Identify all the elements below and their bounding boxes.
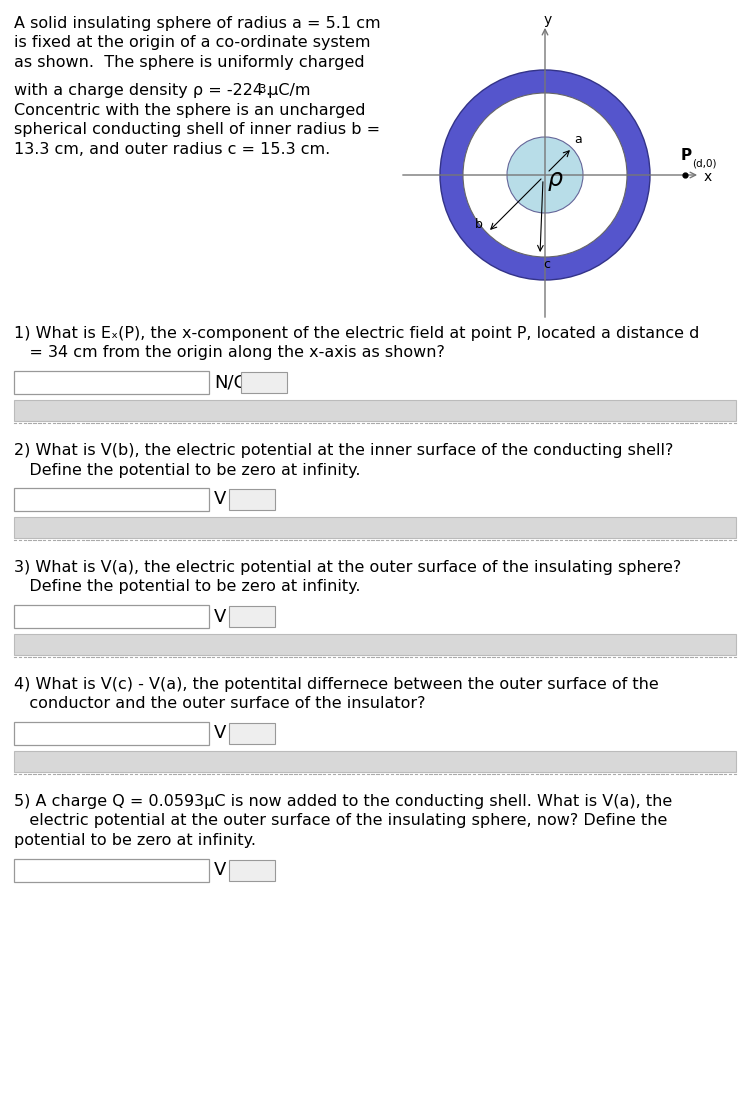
Text: 1) What is Eₓ(P), the x-component of the electric field at point P, located a di: 1) What is Eₓ(P), the x-component of the…	[14, 326, 699, 341]
Text: = 34 cm from the origin along the x-axis as shown?: = 34 cm from the origin along the x-axis…	[14, 345, 445, 361]
FancyBboxPatch shape	[229, 859, 275, 880]
Text: 4) What is V(c) - V(a), the potentital differnece between the outer surface of t: 4) What is V(c) - V(a), the potentital d…	[14, 676, 658, 692]
FancyBboxPatch shape	[14, 858, 209, 881]
Text: Define the potential to be zero at infinity.: Define the potential to be zero at infin…	[14, 462, 361, 477]
Text: V: V	[214, 861, 226, 879]
Text: ⊕: ⊕	[722, 404, 734, 418]
Text: electric potential at the outer surface of the insulating sphere, now? Define th: electric potential at the outer surface …	[14, 814, 668, 828]
Text: 13.3 cm, and outer radius c = 15.3 cm.: 13.3 cm, and outer radius c = 15.3 cm.	[14, 142, 330, 156]
Text: V: V	[214, 491, 226, 508]
Text: 3) What is V(a), the electric potential at the outer surface of the insulating s: 3) What is V(a), the electric potential …	[14, 560, 681, 575]
Text: as shown.  The sphere is uniformly charged: as shown. The sphere is uniformly charge…	[14, 55, 364, 70]
Text: spherical conducting shell of inner radius b =: spherical conducting shell of inner radi…	[14, 122, 380, 138]
Text: y: y	[544, 13, 552, 28]
Text: is fixed at the origin of a co-ordinate system: is fixed at the origin of a co-ordinate …	[14, 35, 370, 51]
Text: x: x	[704, 170, 712, 184]
Text: 5) A charge Q = 0.0593μC is now added to the conducting shell. What is V(a), the: 5) A charge Q = 0.0593μC is now added to…	[14, 794, 672, 808]
Text: ⊕: ⊕	[722, 755, 734, 769]
Text: Submit: Submit	[232, 865, 272, 874]
Text: conductor and the outer surface of the insulator?: conductor and the outer surface of the i…	[14, 696, 425, 712]
FancyBboxPatch shape	[241, 372, 287, 393]
FancyBboxPatch shape	[14, 488, 209, 512]
FancyBboxPatch shape	[14, 605, 209, 628]
Text: ⊕: ⊕	[722, 520, 734, 535]
FancyBboxPatch shape	[14, 634, 736, 654]
Text: Define the potential to be zero at infinity.: Define the potential to be zero at infin…	[14, 580, 361, 594]
FancyBboxPatch shape	[229, 606, 275, 627]
FancyBboxPatch shape	[229, 490, 275, 510]
Circle shape	[440, 70, 650, 280]
Text: P: P	[681, 148, 692, 163]
FancyBboxPatch shape	[14, 751, 736, 772]
Text: with a charge density ρ = -224 μC/m: with a charge density ρ = -224 μC/m	[14, 82, 310, 98]
Circle shape	[507, 138, 583, 213]
Text: V: V	[214, 607, 226, 626]
Text: Submit: Submit	[232, 728, 272, 738]
Text: Submit: Submit	[232, 495, 272, 505]
Text: Submit: Submit	[232, 612, 272, 621]
Text: c: c	[543, 258, 550, 271]
Text: .: .	[265, 82, 270, 98]
Text: potential to be zero at infinity.: potential to be zero at infinity.	[14, 833, 256, 848]
FancyBboxPatch shape	[14, 517, 736, 538]
Text: b: b	[476, 218, 483, 231]
FancyBboxPatch shape	[14, 400, 736, 421]
Circle shape	[463, 94, 627, 257]
FancyBboxPatch shape	[14, 722, 209, 745]
Text: a: a	[574, 133, 582, 146]
Text: (d,0): (d,0)	[692, 158, 716, 168]
Text: ⊕: ⊕	[722, 638, 734, 651]
Text: $\rho$: $\rho$	[547, 169, 563, 192]
Text: V: V	[214, 725, 226, 742]
Text: N/C: N/C	[214, 374, 246, 392]
FancyBboxPatch shape	[14, 371, 209, 394]
Text: 2) What is V(b), the electric potential at the inner surface of the conducting s: 2) What is V(b), the electric potential …	[14, 443, 674, 458]
Text: 3: 3	[258, 82, 266, 96]
Text: A solid insulating sphere of radius a = 5.1 cm: A solid insulating sphere of radius a = …	[14, 16, 380, 31]
FancyBboxPatch shape	[229, 723, 275, 744]
Text: Submit: Submit	[244, 377, 284, 387]
Text: Concentric with the sphere is an uncharged: Concentric with the sphere is an uncharg…	[14, 102, 365, 118]
